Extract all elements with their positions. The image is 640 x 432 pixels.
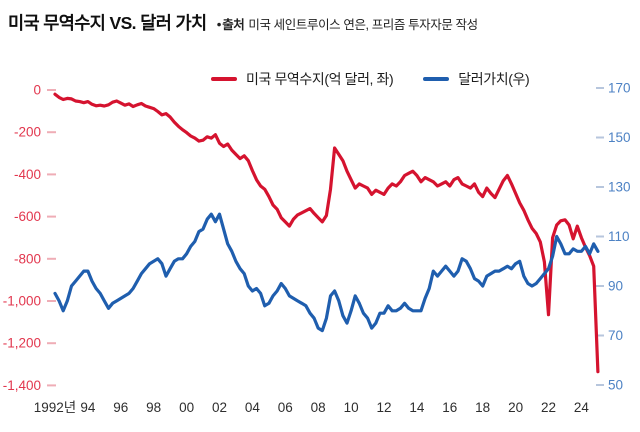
y-axis-right-label: 110	[608, 229, 630, 244]
x-axis-label: 04	[245, 400, 261, 415]
x-axis-label: 02	[212, 400, 227, 415]
dollar-index-line-icon	[423, 76, 450, 82]
x-axis-label: 96	[113, 400, 128, 415]
legend-item-trade-balance: 미국 무역수지(억 달러, 좌)	[211, 69, 394, 89]
y-axis-right-label: 70	[608, 328, 623, 343]
x-axis-label: 10	[344, 400, 359, 415]
x-axis-label: 94	[80, 400, 96, 415]
x-axis-label: 08	[311, 400, 326, 415]
bullet-icon: ●	[216, 19, 222, 29]
y-axis-left-label: -1,400	[3, 378, 41, 393]
chart-legend: 미국 무역수지(억 달러, 좌) 달러가치(우)	[211, 69, 530, 89]
x-axis-label: 98	[146, 400, 161, 415]
legend-label-dollar-index: 달러가치(우)	[458, 71, 530, 87]
x-axis-label: 20	[508, 400, 523, 415]
y-axis-left-label: -1,000	[3, 294, 41, 309]
y-axis-left-label: -800	[14, 251, 41, 266]
y-axis-right-label: 150	[608, 130, 631, 145]
x-axis-label: 24	[574, 400, 590, 415]
x-axis-label: 14	[409, 400, 425, 415]
page-title: 미국 무역수지 VS. 달러 가치	[8, 13, 207, 33]
legend-label-trade-balance: 미국 무역수지(억 달러, 좌)	[246, 71, 394, 87]
x-axis-label: 1992년	[34, 400, 76, 415]
x-axis-label: 12	[376, 400, 391, 415]
y-axis-left-label: -400	[14, 167, 41, 182]
source-label: 출처	[222, 18, 245, 32]
y-axis-right-label: 90	[608, 279, 623, 294]
y-axis-right-label: 130	[608, 180, 631, 195]
dollar-index-line	[53, 212, 600, 333]
y-axis-left-label: 0	[33, 83, 41, 98]
source-note: ●출처 미국 세인트루이스 연은, 프리즘 투자자문 작성	[216, 14, 478, 33]
y-axis-left-label: -600	[14, 209, 41, 224]
trade-balance-line	[53, 92, 600, 374]
chart-header: 미국 무역수지 VS. 달러 가치 ●출처 미국 세인트루이스 연은, 프리즘 투…	[8, 10, 478, 35]
source-text: 미국 세인트루이스 연은, 프리즘 투자자문 작성	[248, 18, 478, 32]
x-axis-label: 16	[442, 400, 457, 415]
y-axis-right-label: 50	[608, 378, 623, 393]
x-axis-label: 22	[541, 400, 556, 415]
y-axis-right-label: 170	[608, 81, 631, 96]
y-axis-left-label: -200	[14, 125, 41, 140]
x-axis-label: 00	[179, 400, 194, 415]
x-axis-label: 18	[475, 400, 490, 415]
legend-item-dollar-index: 달러가치(우)	[423, 69, 530, 89]
trade-balance-line-icon	[211, 76, 237, 82]
y-axis-left-label: -1,200	[3, 336, 41, 351]
x-axis-label: 06	[278, 400, 293, 415]
